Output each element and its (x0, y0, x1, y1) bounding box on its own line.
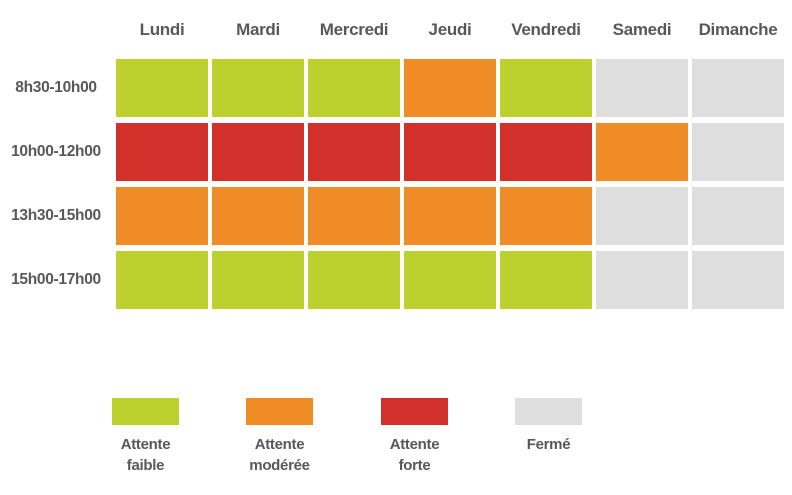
grid-corner (0, 6, 112, 53)
legend-item-moderate: Attente modérée (246, 398, 313, 476)
heatmap-cell-r0-c6 (692, 59, 784, 117)
heatmap-cell-r3-c5 (596, 251, 688, 309)
legend-item-high: Attente forte (381, 398, 448, 476)
legend-item-closed: Fermé (515, 398, 582, 455)
legend-label-high: Attente forte (389, 436, 440, 474)
day-header-4: Vendredi (511, 19, 581, 39)
heatmap-cell-r3-c1 (212, 251, 304, 309)
legend-label-low: Attente faible (120, 436, 171, 474)
heatmap-cell-r1-c2 (308, 123, 400, 181)
day-header-5: Samedi (612, 19, 672, 39)
time-row-label-3: 15h00-17h00 (11, 271, 101, 288)
legend-item-low: Attente faible (112, 398, 179, 476)
heatmap-cell-r1-c1 (212, 123, 304, 181)
legend-label-closed: Fermé (526, 436, 571, 453)
heatmap-cell-r2-c3 (404, 187, 496, 245)
day-header-1: Mardi (236, 19, 280, 39)
heatmap-cell-r1-c4 (500, 123, 592, 181)
heatmap-cell-r0-c2 (308, 59, 400, 117)
heatmap-cell-r3-c0 (116, 251, 208, 309)
heatmap-cell-r1-c5 (596, 123, 688, 181)
time-row-label-0: 8h30-10h00 (15, 79, 97, 96)
heatmap-cell-r0-c4 (500, 59, 592, 117)
heatmap-cell-r0-c0 (116, 59, 208, 117)
day-header-3: Jeudi (428, 19, 472, 39)
heatmap-cell-r0-c1 (212, 59, 304, 117)
heatmap-cell-r0-c3 (404, 59, 496, 117)
heatmap-grid: Lundi Mardi Mercredi Jeudi Vendredi Samedi Dim… (0, 6, 784, 309)
day-header-2: Mercredi (319, 19, 389, 39)
heatmap-cell-r3-c6 (692, 251, 784, 309)
heatmap-cell-r2-c4 (500, 187, 592, 245)
heatmap-cell-r1-c6 (692, 123, 784, 181)
heatmap-cell-r3-c3 (404, 251, 496, 309)
legend-swatch-high (381, 398, 448, 425)
heatmap-cell-r0-c5 (596, 59, 688, 117)
legend-swatch-closed (515, 398, 582, 425)
heatmap-cell-r2-c1 (212, 187, 304, 245)
heatmap-cell-r1-c3 (404, 123, 496, 181)
time-row-label-1: 10h00-12h00 (11, 143, 101, 160)
day-header-6: Dimanche (698, 19, 778, 39)
heatmap-cell-r2-c0 (116, 187, 208, 245)
legend-swatch-moderate (246, 398, 313, 425)
heatmap-cell-r3-c4 (500, 251, 592, 309)
legend-swatch-low (112, 398, 179, 425)
legend-label-moderate: Attente modérée (249, 436, 310, 474)
heatmap-cell-r2-c2 (308, 187, 400, 245)
heatmap-cell-r3-c2 (308, 251, 400, 309)
heatmap-cell-r2-c5 (596, 187, 688, 245)
heatmap-cell-r2-c6 (692, 187, 784, 245)
heatmap-cell-r1-c0 (116, 123, 208, 181)
day-header-0: Lundi (139, 19, 185, 39)
legend: Attente faible Attente modérée Attente for… (0, 398, 792, 490)
time-row-label-2: 13h30-15h00 (11, 207, 101, 224)
